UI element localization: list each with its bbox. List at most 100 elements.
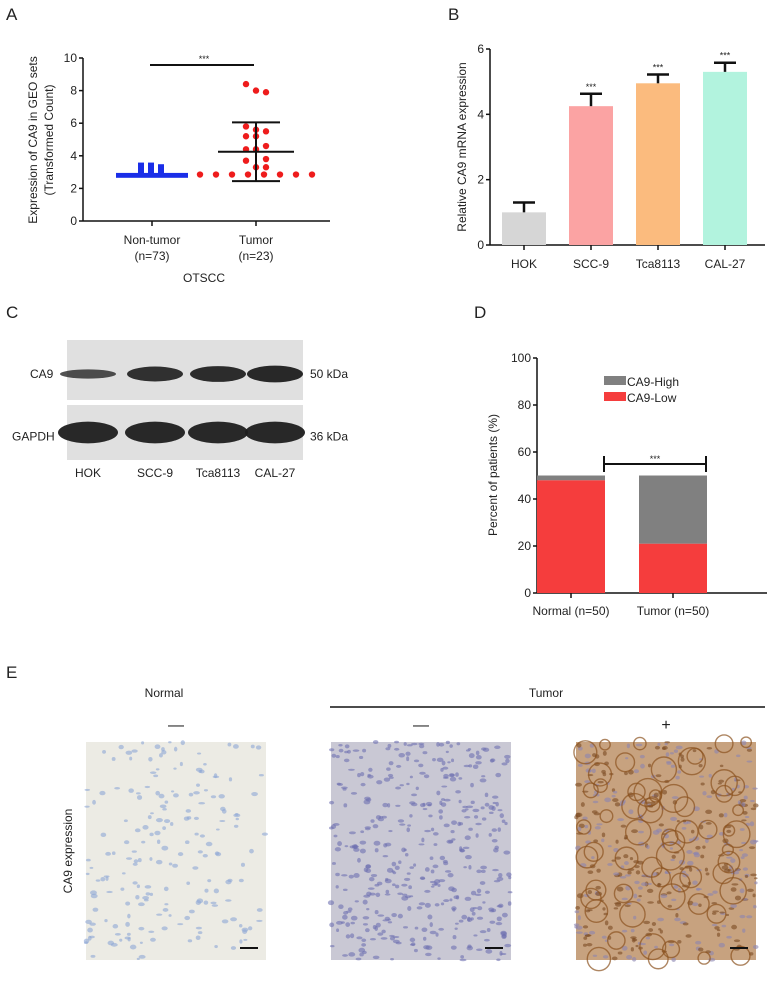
nucleus bbox=[621, 945, 628, 951]
nucleus bbox=[242, 929, 248, 934]
nucleus bbox=[443, 823, 450, 828]
nucleus bbox=[187, 939, 193, 943]
nucleus bbox=[718, 779, 725, 783]
nucleus bbox=[334, 847, 342, 852]
nucleus bbox=[83, 938, 90, 944]
nucleus bbox=[580, 802, 585, 807]
nucleus bbox=[409, 775, 413, 779]
nucleus bbox=[714, 926, 720, 930]
nucleus bbox=[184, 915, 191, 921]
blot-lane-label: Tca8113 bbox=[196, 466, 241, 480]
nucleus bbox=[90, 890, 97, 896]
nucleus bbox=[211, 904, 219, 907]
data-point bbox=[308, 171, 316, 178]
y-axis-label-2: (Transformed Count) bbox=[42, 85, 56, 196]
nucleus bbox=[657, 917, 665, 922]
nucleus bbox=[362, 748, 367, 753]
blot-band bbox=[245, 421, 305, 444]
nucleus bbox=[440, 767, 444, 772]
nucleus bbox=[385, 889, 390, 894]
nucleus bbox=[155, 818, 163, 823]
nucleus bbox=[418, 763, 424, 768]
nucleus bbox=[419, 744, 425, 749]
nucleus bbox=[479, 930, 487, 934]
nucleus bbox=[434, 882, 438, 886]
nucleus bbox=[635, 743, 643, 747]
nucleus bbox=[170, 821, 174, 826]
nucleus bbox=[429, 880, 436, 884]
nucleus bbox=[673, 749, 679, 753]
nucleus bbox=[741, 802, 746, 807]
nucleus bbox=[596, 823, 603, 826]
nucleus bbox=[726, 851, 731, 855]
x-tick-n: (n=23) bbox=[238, 249, 273, 263]
nucleus bbox=[601, 769, 606, 774]
nucleus bbox=[398, 860, 402, 864]
nucleus bbox=[391, 870, 395, 873]
bar bbox=[502, 212, 546, 245]
nucleus bbox=[641, 882, 648, 887]
membrane-stain bbox=[686, 747, 704, 765]
nucleus bbox=[435, 932, 439, 937]
membrane-stain bbox=[614, 846, 639, 871]
nucleus bbox=[464, 835, 471, 841]
nucleus bbox=[256, 908, 263, 912]
x-tick-label: HOK bbox=[511, 257, 537, 271]
y-tick-label: 0 bbox=[524, 586, 531, 600]
y-tick-label: 8 bbox=[70, 84, 77, 98]
nucleus bbox=[740, 740, 747, 746]
x-axis-label: OTSCC bbox=[183, 271, 225, 285]
nucleus bbox=[410, 942, 416, 947]
nucleus bbox=[256, 919, 263, 922]
nucleus bbox=[162, 908, 169, 912]
x-tick-label: Normal (n=50) bbox=[532, 604, 609, 618]
nucleus bbox=[467, 916, 471, 922]
nucleus bbox=[718, 942, 725, 948]
nucleus bbox=[372, 955, 380, 960]
nucleus bbox=[451, 838, 456, 841]
nucleus bbox=[427, 803, 432, 807]
nucleus bbox=[458, 919, 464, 923]
nucleus bbox=[418, 902, 426, 906]
nucleus bbox=[443, 773, 449, 779]
nucleus bbox=[193, 816, 199, 820]
nucleus bbox=[621, 929, 628, 933]
nucleus bbox=[752, 803, 759, 808]
nucleus bbox=[664, 742, 668, 746]
nucleus bbox=[221, 919, 229, 924]
nucleus bbox=[630, 928, 635, 933]
blot-row-label: CA9 bbox=[30, 367, 54, 381]
nucleus bbox=[355, 957, 362, 961]
membrane-stain bbox=[599, 809, 614, 824]
membrane-stain bbox=[599, 738, 611, 751]
nucleus bbox=[692, 880, 698, 885]
nucleus bbox=[344, 845, 349, 848]
nucleus bbox=[480, 869, 486, 873]
nucleus bbox=[582, 925, 589, 929]
data-point bbox=[262, 89, 270, 96]
nucleus bbox=[136, 795, 143, 800]
nucleus bbox=[711, 923, 718, 927]
y-axis-label: Expression of CA9 in GEO sets bbox=[26, 56, 40, 223]
nucleus bbox=[726, 935, 732, 939]
nucleus bbox=[476, 948, 483, 952]
nucleus bbox=[333, 834, 338, 838]
panel-label-b: B bbox=[448, 5, 459, 24]
membrane-stain bbox=[644, 796, 661, 813]
nucleus bbox=[150, 937, 156, 942]
nucleus bbox=[390, 958, 394, 961]
nucleus bbox=[731, 924, 738, 930]
nucleus bbox=[476, 888, 482, 894]
nucleus bbox=[173, 793, 179, 798]
nucleus bbox=[592, 954, 598, 957]
nucleus bbox=[689, 867, 693, 872]
ihc-image-background bbox=[86, 742, 266, 960]
nucleus bbox=[149, 892, 154, 897]
nucleus bbox=[139, 941, 143, 944]
nucleus bbox=[422, 751, 428, 755]
nucleus bbox=[612, 798, 619, 803]
nucleus bbox=[753, 840, 759, 843]
nucleus bbox=[450, 945, 457, 950]
nucleus bbox=[443, 861, 449, 866]
nucleus bbox=[505, 758, 510, 764]
